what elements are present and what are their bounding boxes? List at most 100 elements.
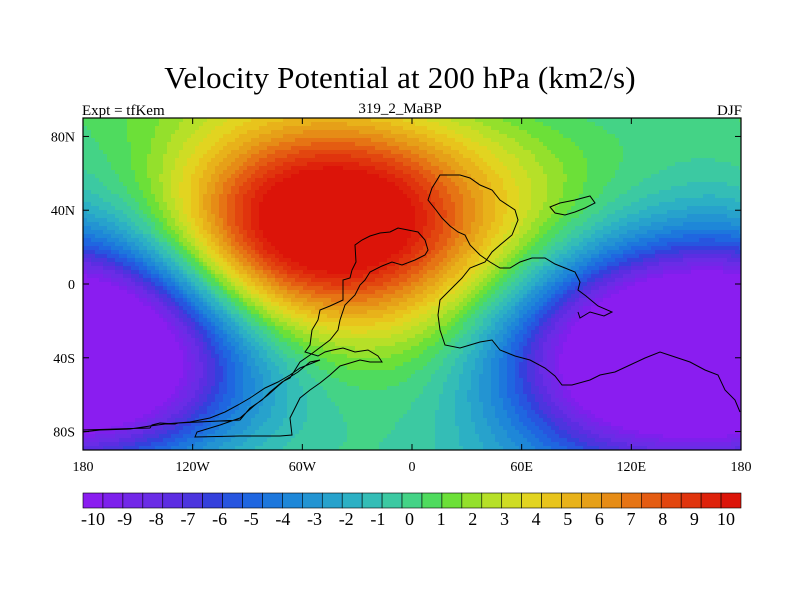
field-cell: [119, 178, 124, 183]
field-cell: [335, 194, 340, 199]
field-cell: [407, 118, 412, 123]
field-cell: [371, 158, 376, 163]
field-cell: [387, 154, 392, 159]
field-cell: [307, 210, 312, 215]
field-cell: [483, 126, 488, 131]
field-cell: [375, 186, 380, 191]
field-cell: [467, 142, 472, 147]
field-cell: [287, 138, 292, 143]
field-cell: [687, 150, 692, 155]
field-cell: [639, 210, 644, 215]
field-cell: [519, 186, 524, 191]
field-cell: [343, 214, 348, 219]
field-cell: [155, 142, 160, 147]
field-cell: [631, 126, 636, 131]
field-cell: [339, 154, 344, 159]
field-cell: [227, 198, 232, 203]
field-cell: [311, 186, 316, 191]
field-cell: [707, 190, 712, 195]
field-cell: [479, 210, 484, 215]
field-cell: [347, 174, 352, 179]
field-cell: [611, 190, 616, 195]
field-cell: [387, 130, 392, 135]
field-cell: [207, 178, 212, 183]
field-cell: [395, 182, 400, 187]
field-cell: [123, 182, 128, 187]
field-cell: [435, 174, 440, 179]
field-cell: [451, 214, 456, 219]
field-cell: [663, 222, 668, 227]
field-cell: [439, 202, 444, 207]
field-cell: [599, 146, 604, 151]
field-cell: [147, 126, 152, 131]
field-cell: [351, 194, 356, 199]
field-cell: [543, 190, 548, 195]
field-cell: [99, 142, 104, 147]
field-cell: [563, 198, 568, 203]
field-cell: [415, 154, 420, 159]
field-cell: [135, 158, 140, 163]
field-cell: [135, 186, 140, 191]
field-cell: [331, 158, 336, 163]
field-cell: [411, 122, 416, 127]
field-cell: [683, 194, 688, 199]
field-cell: [447, 234, 452, 239]
field-cell: [419, 138, 424, 143]
field-cell: [547, 198, 552, 203]
field-cell: [127, 142, 132, 147]
field-cell: [215, 146, 220, 151]
field-cell: [707, 170, 712, 175]
field-cell: [403, 210, 408, 215]
field-cell: [351, 118, 356, 123]
field-cell: [275, 122, 280, 127]
field-cell: [599, 234, 604, 239]
field-cell: [379, 198, 384, 203]
field-cell: [671, 222, 676, 227]
field-cell: [263, 162, 268, 167]
field-cell: [731, 162, 736, 167]
field-cell: [383, 218, 388, 223]
field-cell: [195, 138, 200, 143]
field-cell: [699, 202, 704, 207]
field-cell: [287, 170, 292, 175]
field-cell: [459, 230, 464, 235]
field-cell: [151, 226, 156, 231]
field-cell: [323, 158, 328, 163]
field-cell: [151, 210, 156, 215]
field-cell: [111, 142, 116, 147]
field-cell: [295, 126, 300, 131]
field-cell: [335, 138, 340, 143]
field-cell: [111, 146, 116, 151]
field-cell: [527, 178, 532, 183]
field-cell: [599, 222, 604, 227]
field-cell: [319, 122, 324, 127]
field-cell: [115, 182, 120, 187]
field-cell: [131, 150, 136, 155]
field-cell: [115, 118, 120, 123]
field-cell: [167, 150, 172, 155]
field-cell: [275, 170, 280, 175]
field-cell: [307, 186, 312, 191]
field-cell: [131, 134, 136, 139]
field-cell: [575, 210, 580, 215]
field-cell: [191, 146, 196, 151]
field-cell: [639, 162, 644, 167]
field-cell: [723, 194, 728, 199]
field-cell: [243, 238, 248, 243]
field-cell: [403, 222, 408, 227]
field-cell: [255, 134, 260, 139]
field-cell: [123, 234, 128, 239]
field-cell: [247, 178, 252, 183]
field-cell: [579, 138, 584, 143]
field-cell: [119, 238, 124, 243]
field-cell: [479, 182, 484, 187]
field-cell: [619, 230, 624, 235]
field-cell: [483, 222, 488, 227]
field-cell: [719, 146, 724, 151]
field-cell: [567, 158, 572, 163]
field-cell: [475, 158, 480, 163]
field-cell: [415, 126, 420, 131]
field-cell: [351, 230, 356, 235]
field-cell: [735, 210, 740, 215]
field-cell: [267, 210, 272, 215]
